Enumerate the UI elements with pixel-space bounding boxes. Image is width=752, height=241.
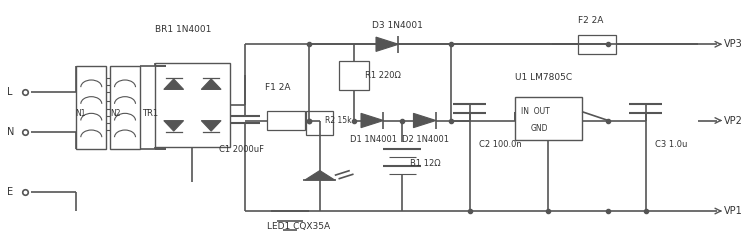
Polygon shape [361, 113, 384, 128]
Text: R2 15k: R2 15k [325, 116, 352, 125]
Polygon shape [164, 79, 183, 89]
Bar [268, 111, 305, 130]
Text: VP2: VP2 [724, 115, 743, 126]
Text: BR1 1N4001: BR1 1N4001 [155, 26, 211, 34]
Text: F1 2A: F1 2A [265, 83, 290, 92]
Polygon shape [376, 37, 399, 51]
Text: N: N [7, 127, 14, 137]
Bar [110, 66, 140, 149]
Text: GND: GND [531, 124, 549, 133]
Bar [306, 111, 333, 135]
Polygon shape [164, 120, 183, 131]
Bar [155, 63, 230, 147]
Text: B1 12Ω: B1 12Ω [410, 159, 441, 168]
Text: IN  OUT: IN OUT [520, 107, 550, 116]
Bar [76, 66, 106, 149]
Text: N1: N1 [74, 109, 85, 118]
Text: R1 220Ω: R1 220Ω [365, 71, 401, 80]
Polygon shape [202, 120, 221, 131]
Text: LED1 CQX35A: LED1 CQX35A [268, 222, 330, 231]
Text: VP1: VP1 [724, 206, 743, 216]
Text: L: L [7, 87, 12, 97]
Polygon shape [202, 79, 221, 89]
Text: C2 100.0n: C2 100.0n [479, 140, 522, 149]
Text: C3 1.0u: C3 1.0u [655, 140, 687, 149]
Text: VP3: VP3 [724, 39, 743, 49]
Bar [578, 35, 616, 54]
Text: D1 1N4001: D1 1N4001 [350, 135, 397, 144]
Text: D2 1N4001: D2 1N4001 [402, 135, 449, 144]
Text: U1 LM7805C: U1 LM7805C [514, 73, 572, 82]
Polygon shape [414, 113, 436, 128]
Text: E: E [7, 187, 13, 197]
Bar [338, 61, 368, 89]
Text: TR1: TR1 [142, 109, 159, 118]
Polygon shape [305, 171, 335, 180]
Bar [514, 97, 582, 140]
Text: C1 2000uF: C1 2000uF [219, 145, 264, 154]
Text: F2 2A: F2 2A [578, 16, 604, 25]
Text: D3 1N4001: D3 1N4001 [372, 21, 423, 30]
Text: N2: N2 [110, 109, 120, 118]
